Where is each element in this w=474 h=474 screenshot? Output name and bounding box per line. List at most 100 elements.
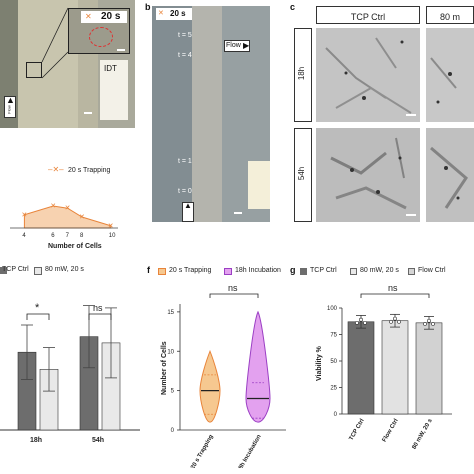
g-y-axis-label: Viability % bbox=[316, 345, 323, 381]
panel-b-wall-left bbox=[152, 6, 192, 222]
panel-a-flow-arrow: ▲ Flow bbox=[4, 95, 16, 118]
e-category-label: 18h bbox=[30, 437, 42, 444]
area-point: ✕ bbox=[108, 223, 114, 230]
legend-swatch-80mw-g bbox=[350, 268, 357, 275]
panel-a-legend: –✕– 20 s Trapping bbox=[48, 165, 134, 178]
g-y-tick-label: 0 bbox=[334, 412, 338, 418]
panel-a-image: IDT ✕ 20 s ▲ Flow bbox=[0, 0, 135, 128]
e-sig-label: * bbox=[35, 302, 40, 314]
panel-a-chart: –✕– 20 s Trapping ✕ ✕ ✕ ✕ ✕ 4 6 7 8 10 Number of … bbox=[0, 162, 135, 252]
g-data-point bbox=[427, 318, 431, 323]
g-data-point bbox=[431, 322, 435, 326]
panel-g-letter: g bbox=[290, 265, 296, 275]
x-tick-label: 8 bbox=[80, 233, 84, 239]
legend-80mw-g-label: 80 mW, 20 s bbox=[360, 267, 399, 274]
panel-b-flow-top-label: Flow bbox=[226, 42, 241, 49]
inset-orange-marker: ✕ bbox=[85, 12, 92, 21]
g-y-tick-label: 100 bbox=[327, 306, 338, 312]
e-sig-bracket bbox=[88, 313, 112, 320]
g-bar bbox=[381, 320, 409, 415]
panel-f-violin-plot: 0 5 10 15 Number of Cells 20 s Trapping 18h In… bbox=[161, 284, 286, 468]
panel-b-time-label: 20 s bbox=[170, 9, 186, 18]
legend-orange-marker: –✕– bbox=[48, 165, 64, 174]
cells-80mw-18h bbox=[430, 57, 457, 104]
cell-image-80mw-18h bbox=[426, 28, 474, 122]
f-y-axis-label: Number of Cells bbox=[161, 341, 168, 395]
f-y-tick-label: 15 bbox=[167, 310, 174, 316]
idt-label: IDT bbox=[104, 64, 117, 73]
inset-time-box bbox=[81, 11, 127, 23]
zoom-lines bbox=[41, 7, 69, 79]
inset-scale-bar bbox=[117, 49, 125, 51]
row-header-18h: 18h bbox=[294, 28, 312, 122]
e-sig-label: ns bbox=[93, 303, 103, 313]
area-point: ✕ bbox=[79, 214, 85, 221]
area-point: ✕ bbox=[65, 205, 71, 212]
panel-b-channel bbox=[192, 6, 222, 222]
panel-b-orange-marker: ✕ bbox=[158, 10, 164, 17]
panel-f-letter: f bbox=[147, 265, 150, 275]
row-header-54h: 54h bbox=[294, 128, 312, 222]
g-y-tick-label: 50 bbox=[330, 359, 337, 365]
time-marker-4: t = 4 bbox=[178, 52, 192, 59]
panel-e-legend: TCP Ctrl 80 mW, 20 s bbox=[0, 265, 150, 279]
legend-swatch-tcp-g bbox=[300, 268, 307, 275]
col-header-80mw-label: 80 m bbox=[439, 12, 460, 22]
col-header-tcp: TCP Ctrl bbox=[316, 6, 420, 24]
panel-b-flow-bottom: ▲ bbox=[182, 201, 194, 222]
g-data-point bbox=[397, 319, 401, 324]
panel-b-image: ✕ 20 s Flow ▶ t = 5 t = 4 t = 1 t = 0 ▲ bbox=[152, 6, 270, 222]
time-marker-1: t = 1 bbox=[178, 158, 192, 165]
g-data-point bbox=[393, 316, 397, 321]
legend-swatch-incubation bbox=[224, 268, 232, 275]
scale-bar bbox=[406, 214, 416, 216]
g-y-tick-label: 25 bbox=[330, 386, 337, 392]
g-data-point bbox=[423, 322, 427, 326]
f-sig-label: ns bbox=[228, 284, 238, 293]
cells-tcp-18h bbox=[325, 37, 412, 114]
col-header-80mw: 80 m bbox=[426, 6, 474, 24]
panel-f-legend: 20 s Trapping 18h Incubation bbox=[158, 266, 288, 278]
row-header-18h-label: 18h bbox=[297, 66, 307, 81]
f-y-tick-label: 0 bbox=[171, 428, 175, 434]
g-data-point bbox=[359, 317, 363, 322]
x-tick-label: 4 bbox=[22, 233, 26, 239]
col-header-tcp-label: TCP Ctrl bbox=[350, 12, 386, 22]
g-data-point bbox=[363, 320, 367, 325]
panel-b-electrode bbox=[248, 161, 270, 209]
scale-bar bbox=[406, 114, 416, 116]
legend-swatch-80mw bbox=[34, 267, 42, 275]
cell-image-tcp-18h bbox=[316, 28, 420, 122]
panel-c-letter: c bbox=[290, 2, 296, 12]
e-category-label: 54h bbox=[92, 437, 104, 444]
trap-circle bbox=[89, 27, 113, 47]
f-x-category-label: 20 s Trapping bbox=[190, 434, 215, 468]
legend-tcp-g-label: TCP Ctrl bbox=[310, 267, 337, 274]
row-header-54h-label: 54h bbox=[297, 166, 307, 181]
g-data-point bbox=[389, 319, 393, 324]
legend-swatch-tcp bbox=[0, 267, 7, 274]
zoom-inset: ✕ 20 s bbox=[68, 8, 130, 54]
area-point: ✕ bbox=[50, 203, 56, 210]
cells-tcp-54h bbox=[330, 137, 407, 210]
g-sig-bracket bbox=[360, 293, 430, 298]
legend-flow-g-label: Flow Ctrl bbox=[418, 267, 446, 274]
trap-roi-box bbox=[26, 62, 42, 78]
legend-80mw-label: 80 mW, 20 s bbox=[45, 266, 84, 273]
g-y-tick-label: 75 bbox=[330, 333, 337, 339]
panel-g-legend: TCP Ctrl 80 mW, 20 s Flow Ctrl bbox=[300, 266, 474, 278]
area-point: ✕ bbox=[21, 212, 27, 219]
e-sig-bracket bbox=[26, 313, 50, 320]
panel-b-time-box: ✕ 20 s bbox=[156, 8, 192, 20]
idt-electrode bbox=[100, 60, 128, 120]
flow-up-icon: ▲ bbox=[6, 95, 15, 105]
legend-swatch-flow-g bbox=[408, 268, 415, 275]
cell-image-80mw-54h bbox=[426, 128, 474, 222]
legend-swatch-trapping bbox=[158, 268, 166, 275]
x-tick-label: 6 bbox=[51, 233, 55, 239]
time-marker-0: t = 0 bbox=[178, 188, 192, 195]
g-x-category-label: Flow Ctrl bbox=[382, 418, 400, 444]
x-tick-label: 7 bbox=[66, 233, 70, 239]
g-x-category-label: 80 mW, 20 s bbox=[412, 417, 435, 450]
f-sig-bracket bbox=[209, 293, 259, 298]
